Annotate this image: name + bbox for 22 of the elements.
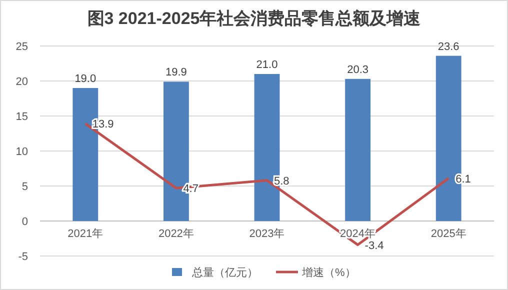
legend-label: 总量（亿元） [191, 266, 258, 279]
y-tick-label: -5 [18, 251, 28, 263]
x-tick-label: 2025年 [430, 228, 466, 240]
y-tick-label: 0 [22, 216, 28, 228]
data-label: 21.0 [256, 59, 278, 71]
y-tick-label: 20 [16, 76, 28, 88]
x-tick-label: 2021年 [68, 228, 104, 240]
x-tick-label: 2023年 [249, 228, 285, 240]
data-label: 20.3 [347, 64, 369, 76]
y-tick-label: 15 [16, 111, 28, 123]
data-label: 23.6 [438, 40, 460, 53]
y-tick-label: 10 [16, 146, 28, 158]
chart-title: 图3 2021-2025年社会消费品零售总额及增速 [87, 9, 421, 28]
y-tick-label: 25 [16, 41, 28, 53]
data-label: 4.7 [183, 183, 198, 196]
data-label: 19.9 [165, 66, 187, 79]
x-tick-label: 2022年 [158, 228, 194, 240]
y-tick-label: 5 [22, 181, 28, 193]
legend-label: 增速（%） [301, 266, 356, 279]
bar [345, 78, 371, 221]
data-label: -3.4 [364, 240, 384, 252]
data-label: 19.0 [74, 73, 96, 85]
